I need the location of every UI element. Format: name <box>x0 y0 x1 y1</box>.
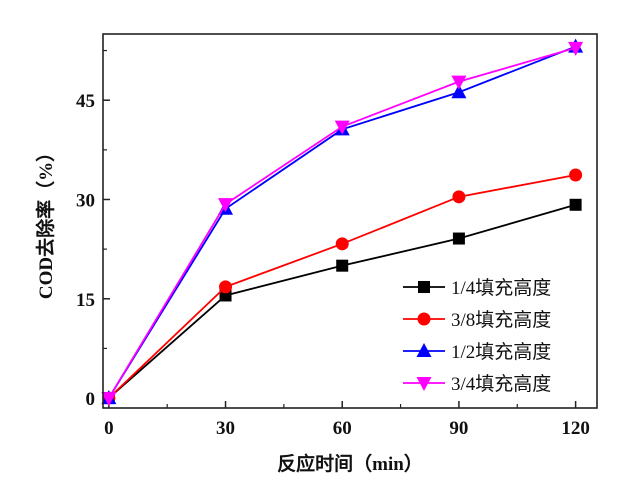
legend-label: 1/4填充高度 <box>451 277 551 299</box>
data-point <box>568 41 584 56</box>
y-axis-label: COD去除率（%） <box>34 143 57 299</box>
plot-frame <box>102 33 598 409</box>
x-tick-label: 120 <box>561 418 590 439</box>
y-tick-label: 45 <box>76 91 95 112</box>
x-tick-label: 30 <box>216 418 235 439</box>
data-point <box>452 232 465 245</box>
data-point <box>569 168 583 182</box>
data-point <box>451 75 467 90</box>
legend-item: 3/4填充高度 <box>403 373 551 395</box>
y-tick-label: 0 <box>86 389 96 410</box>
data-point <box>335 237 349 251</box>
data-point <box>101 392 117 407</box>
legend-label: 3/4填充高度 <box>451 373 551 395</box>
x-tick-label: 60 <box>333 418 352 439</box>
y-tick-label: 15 <box>76 290 95 311</box>
x-axis-label: 反应时间（min） <box>277 452 423 475</box>
data-point <box>451 84 467 99</box>
legend-label: 3/8填充高度 <box>451 309 551 331</box>
data-point <box>334 120 350 135</box>
legend-marker <box>416 343 432 357</box>
x-tick-label: 90 <box>449 418 468 439</box>
data-point <box>218 198 234 213</box>
y-tick-label: 30 <box>76 190 95 211</box>
data-point <box>569 198 582 211</box>
data-point <box>452 190 466 204</box>
legend-item: 1/2填充高度 <box>403 341 551 363</box>
data-point <box>219 280 233 294</box>
legend-marker <box>417 312 431 326</box>
legend-marker <box>416 377 432 391</box>
legend-item: 1/4填充高度 <box>403 277 551 299</box>
data-point <box>336 259 349 272</box>
legend-label: 1/2填充高度 <box>451 341 551 363</box>
legend-item: 3/8填充高度 <box>403 309 551 331</box>
x-tick-label: 0 <box>104 418 114 439</box>
series-3 <box>101 41 584 407</box>
series-line <box>108 203 576 399</box>
legend-marker <box>418 281 430 293</box>
